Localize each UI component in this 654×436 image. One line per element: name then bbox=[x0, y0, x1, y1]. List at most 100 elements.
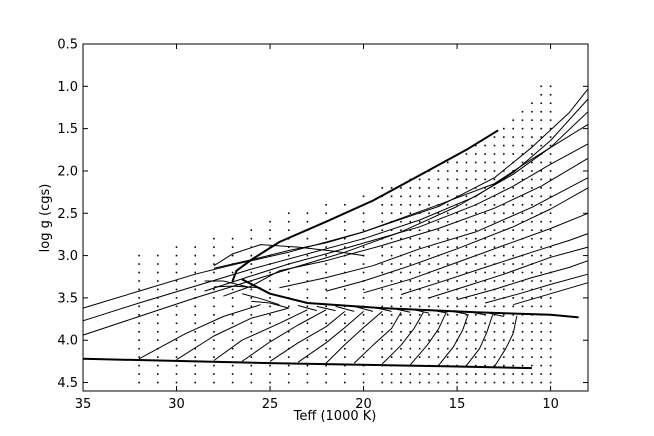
grid-point bbox=[503, 305, 505, 308]
grid-point bbox=[540, 170, 543, 172]
grid-point bbox=[390, 263, 393, 265]
grid-point bbox=[138, 373, 140, 375]
grid-point bbox=[493, 373, 496, 375]
grid-point bbox=[484, 314, 486, 316]
grid-point bbox=[446, 322, 449, 325]
grid-point bbox=[250, 305, 253, 308]
grid-point bbox=[465, 178, 468, 181]
grid-point bbox=[213, 347, 215, 350]
grid-point bbox=[194, 347, 197, 350]
y-axis-label: log g (cgs) bbox=[38, 184, 53, 253]
grid-point bbox=[540, 271, 543, 274]
grid-point bbox=[549, 187, 552, 189]
grid-point bbox=[465, 246, 468, 248]
grid-point bbox=[390, 381, 393, 384]
grid-point bbox=[549, 144, 552, 147]
grid-point bbox=[474, 314, 477, 316]
boundary-lines bbox=[82, 129, 579, 370]
grid-point bbox=[512, 254, 514, 257]
grid-point bbox=[465, 314, 468, 316]
grid-point bbox=[503, 237, 505, 240]
grid-point bbox=[446, 187, 449, 189]
grid-point bbox=[549, 127, 552, 130]
grid-point bbox=[409, 356, 412, 358]
grid-point bbox=[456, 322, 458, 325]
grid-point bbox=[325, 246, 327, 248]
grid-point bbox=[138, 322, 140, 325]
grid-point bbox=[390, 288, 393, 291]
track-line bbox=[279, 177, 589, 289]
grid-point bbox=[493, 381, 496, 384]
grid-point bbox=[531, 305, 533, 308]
grid-point bbox=[213, 271, 215, 274]
grid-point bbox=[231, 314, 234, 316]
grid-point bbox=[428, 314, 430, 316]
grid-point bbox=[418, 187, 421, 189]
grid-point bbox=[362, 330, 365, 333]
grid-point bbox=[446, 381, 449, 384]
y-axis-ticks: 0.5 1.0 1.5 2.0 2.5 3.0 3.5 4.0 4.5 bbox=[57, 38, 588, 391]
grid-point bbox=[512, 381, 514, 384]
grid-point bbox=[250, 330, 253, 333]
grid-point bbox=[362, 314, 365, 316]
grid-point bbox=[175, 263, 178, 265]
grid-point bbox=[465, 161, 468, 164]
grid-point bbox=[157, 263, 159, 265]
grid-point bbox=[400, 314, 402, 316]
grid-point bbox=[287, 322, 290, 325]
x-axis-label: Teff (1000 K) bbox=[293, 409, 377, 424]
grid-point bbox=[540, 187, 543, 189]
grid-point bbox=[344, 381, 346, 384]
boundary-line bbox=[241, 278, 579, 319]
grid-point bbox=[465, 195, 468, 198]
track-line bbox=[316, 305, 336, 312]
grid-point bbox=[381, 187, 384, 189]
grid-point bbox=[428, 373, 430, 375]
grid-point bbox=[465, 305, 468, 308]
grid-point bbox=[465, 347, 468, 350]
grid-point bbox=[400, 347, 402, 350]
grid-point bbox=[540, 305, 543, 308]
grid-point bbox=[549, 85, 552, 88]
grid-point bbox=[287, 220, 290, 223]
grid-point bbox=[474, 178, 477, 181]
grid-point bbox=[540, 178, 543, 181]
grid-point bbox=[521, 364, 524, 367]
grid-point bbox=[446, 254, 449, 257]
track-line bbox=[176, 307, 289, 361]
grid-point bbox=[418, 280, 421, 282]
grid-point bbox=[493, 305, 496, 308]
grid-point bbox=[362, 297, 365, 299]
grid-point bbox=[344, 220, 346, 223]
grid-point bbox=[400, 373, 402, 375]
grid-point bbox=[175, 381, 178, 384]
grid-point bbox=[138, 254, 140, 257]
grid-point bbox=[549, 356, 552, 358]
grid-point bbox=[446, 347, 449, 350]
grid-point bbox=[549, 153, 552, 155]
grid-point bbox=[465, 271, 468, 274]
grid-point bbox=[540, 195, 543, 198]
grid-point bbox=[306, 212, 309, 215]
boundary-line bbox=[82, 357, 532, 370]
grid-point bbox=[474, 237, 477, 240]
grid-point bbox=[446, 314, 449, 316]
grid-point bbox=[400, 212, 402, 215]
grid-point bbox=[540, 229, 543, 231]
grid-point bbox=[512, 305, 514, 308]
grid-point bbox=[474, 297, 477, 299]
x-axis-ticks: 35 30 25 20 15 10 bbox=[75, 44, 559, 412]
track-line bbox=[213, 244, 364, 267]
grid-point bbox=[503, 347, 505, 350]
grid-point bbox=[503, 212, 505, 215]
grid-point bbox=[157, 271, 159, 274]
track-line bbox=[484, 273, 589, 304]
grid-point bbox=[287, 271, 290, 274]
grid-point bbox=[484, 204, 486, 206]
grid-point bbox=[306, 373, 309, 375]
grid-point bbox=[484, 322, 486, 325]
grid-point bbox=[521, 195, 524, 198]
grid-point bbox=[474, 381, 477, 384]
track-line bbox=[204, 280, 252, 289]
grid-point bbox=[512, 314, 514, 316]
